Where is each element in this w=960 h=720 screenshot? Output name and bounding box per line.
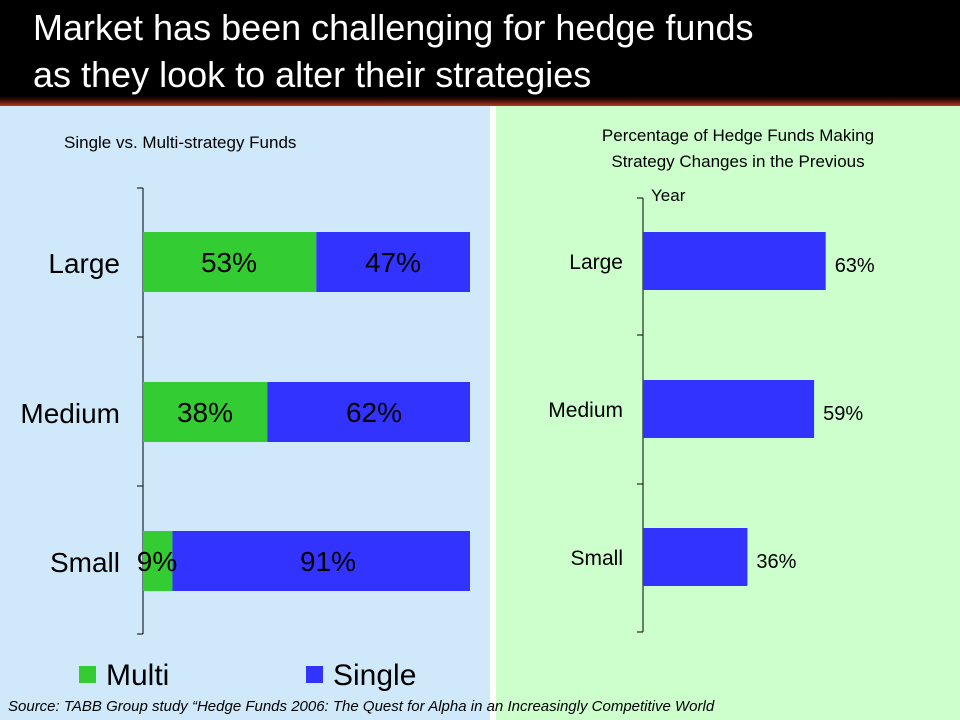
bar-strategy-change xyxy=(643,380,815,438)
data-label-strategy-change: 63% xyxy=(835,255,875,277)
legend-multi-label: Multi xyxy=(106,659,170,692)
bar-multi xyxy=(143,382,268,442)
slide-title: Market has been challenging for hedge fu… xyxy=(33,4,953,98)
right-category-label: Small xyxy=(570,547,623,570)
bar-single xyxy=(316,232,470,292)
data-label-strategy-change: 59% xyxy=(823,403,863,425)
data-label-multi: 9% xyxy=(137,546,177,577)
legend-single-swatch xyxy=(306,666,323,683)
right-category-label: Medium xyxy=(548,399,623,422)
left-category-label: Medium xyxy=(20,398,120,429)
title-banner: Market has been challenging for hedge fu… xyxy=(0,0,960,106)
right-chart-title-line-1: Percentage of Hedge Funds Making xyxy=(601,126,875,145)
panel-divider xyxy=(490,106,496,720)
data-label-single: 47% xyxy=(365,247,421,278)
data-label-single: 91% xyxy=(300,546,356,577)
left-chart-title: Single vs. Multi-strategy Funds xyxy=(64,133,297,152)
right-category-label: Large xyxy=(569,251,623,274)
legend-multi-swatch xyxy=(79,666,96,683)
bar-strategy-change xyxy=(643,232,826,290)
data-label-multi: 53% xyxy=(201,247,257,278)
left-category-label: Small xyxy=(50,547,120,578)
source-note: Source: TABB Group study “Hedge Funds 20… xyxy=(8,698,715,715)
right-chart-title-line-2: Strategy Changes in the Previous xyxy=(611,152,865,171)
bar-multi xyxy=(143,531,173,591)
bar-single xyxy=(267,382,470,442)
title-line-2: as they look to alter their strategies xyxy=(33,54,592,95)
right-chart-title-line-3: Year xyxy=(651,186,686,205)
data-label-multi: 38% xyxy=(177,397,233,428)
bar-strategy-change xyxy=(643,528,748,586)
bar-multi xyxy=(143,232,317,292)
bar-single xyxy=(172,531,470,591)
legend-single-label: Single xyxy=(333,659,417,692)
title-line-1: Market has been challenging for hedge fu… xyxy=(33,7,754,48)
left-category-label: Large xyxy=(48,248,120,279)
data-label-strategy-change: 36% xyxy=(756,551,796,573)
data-label-single: 62% xyxy=(346,397,402,428)
